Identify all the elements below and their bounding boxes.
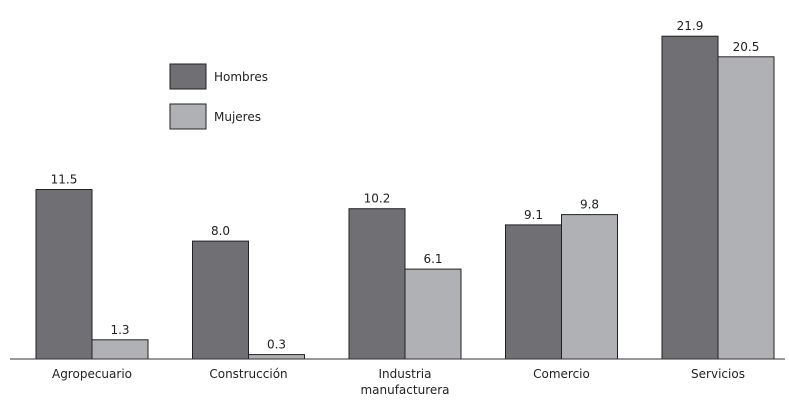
x-tick-label-4: Servicios bbox=[691, 367, 745, 381]
x-tick-label-3: Comercio bbox=[533, 367, 590, 381]
x-tick-label-0: Agropecuario bbox=[52, 367, 132, 381]
bars-group bbox=[35, 35, 775, 360]
value-label-hombres-3: 9.1 bbox=[524, 208, 543, 222]
bar-hombres-3 bbox=[505, 224, 562, 360]
x-tick-labels-group: Agropecuario Construcción Industria manufac… bbox=[52, 367, 745, 397]
bar-hombres-4 bbox=[661, 35, 719, 360]
bar-mujeres-1 bbox=[248, 354, 305, 360]
legend-label-hombres: Hombres bbox=[214, 70, 268, 84]
legend-swatch-hombres bbox=[169, 63, 207, 90]
value-label-hombres-0: 11.5 bbox=[51, 173, 78, 187]
value-labels-group: 11.5 1.3 8.0 0.3 10.2 6.1 9.1 9.8 21.9 20.5 bbox=[51, 19, 760, 351]
bar-mujeres-4 bbox=[717, 56, 775, 360]
value-label-mujeres-2: 6.1 bbox=[423, 252, 442, 266]
bar-mujeres-3 bbox=[561, 214, 618, 360]
x-tick-label-2-line1: manufacturera bbox=[360, 383, 449, 397]
legend-label-mujeres: Mujeres bbox=[214, 110, 261, 124]
bar-hombres-2 bbox=[348, 208, 406, 360]
bar-hombres-1 bbox=[192, 240, 249, 360]
x-tick-label-1: Construcción bbox=[209, 367, 287, 381]
value-label-hombres-4: 21.9 bbox=[677, 19, 704, 33]
value-label-mujeres-0: 1.3 bbox=[110, 323, 129, 337]
x-tick-label-2-line0: Industria bbox=[379, 367, 432, 381]
value-label-mujeres-4: 20.5 bbox=[733, 40, 760, 54]
legend-swatch-mujeres bbox=[169, 103, 207, 130]
bar-mujeres-2 bbox=[404, 268, 462, 360]
bar-hombres-0 bbox=[35, 189, 93, 360]
value-label-mujeres-1: 0.3 bbox=[267, 338, 286, 352]
legend: Hombres Mujeres bbox=[169, 63, 268, 130]
value-label-hombres-1: 8.0 bbox=[211, 224, 230, 238]
bar-mujeres-0 bbox=[91, 339, 149, 360]
value-label-hombres-2: 10.2 bbox=[364, 192, 391, 206]
value-label-mujeres-3: 9.8 bbox=[580, 198, 599, 212]
